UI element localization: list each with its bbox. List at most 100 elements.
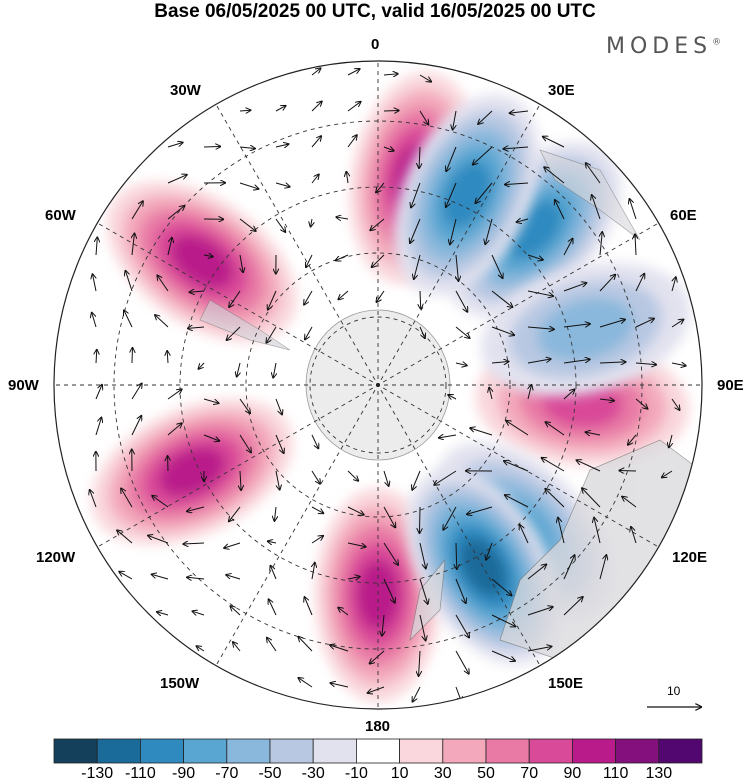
- wind-vector: [456, 254, 458, 281]
- wind-vector: [275, 144, 288, 147]
- wind-vector: [239, 218, 256, 231]
- wind-vector: [93, 274, 97, 292]
- wind-vector: [544, 167, 565, 184]
- wind-vector: [383, 470, 389, 486]
- wind-vector: [312, 563, 315, 580]
- wind-vector: [167, 175, 187, 184]
- map-disc: [54, 61, 702, 709]
- wind-vector: [167, 143, 183, 148]
- wind-vector: [240, 254, 243, 272]
- lon-label-60e: 60E: [670, 207, 697, 224]
- brand-logo: MODES®: [606, 34, 722, 59]
- wind-vector: [419, 110, 428, 124]
- wind-vector: [563, 283, 586, 292]
- wind-vector: [586, 163, 601, 184]
- colorbar-tick-label: -70: [215, 765, 239, 782]
- colorbar-swatch: [442, 738, 487, 764]
- wind-vector: [383, 74, 398, 75]
- wind-vector: [336, 217, 349, 219]
- colorbar-tick-label: -50: [258, 765, 282, 782]
- wind-vector: [491, 614, 515, 626]
- wind-vector: [167, 238, 172, 256]
- wind-vector: [455, 326, 470, 338]
- anomaly-field: [91, 72, 691, 702]
- colorbar-swatch: [572, 738, 617, 764]
- wind-vector: [599, 320, 625, 328]
- wind-vector: [230, 606, 241, 616]
- wind-vector: [510, 111, 529, 113]
- wind-vector: [635, 234, 636, 256]
- wind-vector: [470, 428, 493, 436]
- wind-vector: [455, 650, 469, 674]
- wind-vector: [439, 435, 457, 438]
- colorbar-swatch: [312, 738, 357, 764]
- wind-vector: [419, 506, 420, 533]
- colorbar-swatch: [355, 738, 400, 764]
- wind-vector: [455, 290, 467, 312]
- wind-vector: [131, 201, 143, 220]
- lon-label-30w: 30W: [170, 82, 201, 99]
- wind-vector: [455, 614, 469, 637]
- colorbar-swatch: [658, 738, 703, 764]
- wind-vector: [271, 566, 277, 580]
- south-pole-marker: [376, 383, 380, 387]
- wind-vector: [275, 218, 285, 232]
- colorbar-swatch: [528, 738, 573, 764]
- wind-vector: [273, 362, 276, 378]
- wind-vector: [117, 530, 133, 544]
- colorbar-swatch: [226, 738, 271, 764]
- wind-vector: [456, 542, 457, 569]
- wind-vector: [485, 218, 493, 244]
- wind-vector: [527, 290, 553, 296]
- wind-vector: [311, 434, 318, 448]
- lon-label-90w: 90W: [8, 377, 39, 394]
- wind-vector: [197, 646, 205, 652]
- wind-vector: [630, 199, 637, 220]
- wind-vector: [298, 678, 313, 688]
- wind-vector: [434, 470, 457, 485]
- colorbar-swatch: [269, 738, 314, 764]
- wind-vector: [96, 237, 97, 256]
- wind-vector: [504, 147, 529, 149]
- wind-vector: [467, 506, 493, 514]
- wind-vector: [347, 542, 366, 547]
- wind-vector: [347, 470, 358, 481]
- wind-vector: [311, 536, 323, 544]
- wind-vector: [419, 542, 426, 568]
- wind-vector: [239, 434, 251, 452]
- wind-vector: [372, 254, 385, 267]
- wind-vector: [420, 290, 421, 309]
- colorbar-tick-label: 110: [602, 765, 629, 782]
- wind-vector: [305, 326, 313, 339]
- wind-vector: [311, 174, 319, 184]
- wind-vector: [275, 470, 280, 490]
- wind-vector: [527, 647, 551, 652]
- wind-vector: [90, 490, 97, 508]
- colorbar-tick-label: -130: [81, 765, 114, 782]
- wind-vector: [413, 686, 421, 702]
- wind-vector: [671, 363, 686, 366]
- wind-vector: [240, 470, 241, 490]
- wind-vector: [338, 608, 349, 616]
- wind-vector: [330, 645, 349, 652]
- wind-vector: [121, 488, 133, 508]
- wind-vector: [555, 200, 565, 220]
- wind-vector: [446, 182, 457, 207]
- wind-vector: [188, 327, 205, 328]
- wind-vector: [233, 642, 241, 652]
- wind-vector: [446, 146, 457, 171]
- wind-vector: [443, 506, 457, 530]
- wind-vector: [491, 290, 512, 307]
- wind-vector: [582, 488, 601, 508]
- wind-vector: [527, 254, 543, 260]
- wind-vector: [600, 232, 602, 256]
- positive-anomaly: [107, 181, 297, 342]
- wind-vector: [635, 274, 644, 292]
- colorbar-swatch: [399, 738, 444, 764]
- wind-vector: [563, 597, 583, 616]
- wind-vector: [275, 398, 282, 414]
- wind-vector: [545, 489, 565, 508]
- colorbar-swatch: [183, 738, 228, 764]
- wind-vector: [517, 219, 529, 222]
- colorbar-tick-label: 10: [390, 765, 409, 782]
